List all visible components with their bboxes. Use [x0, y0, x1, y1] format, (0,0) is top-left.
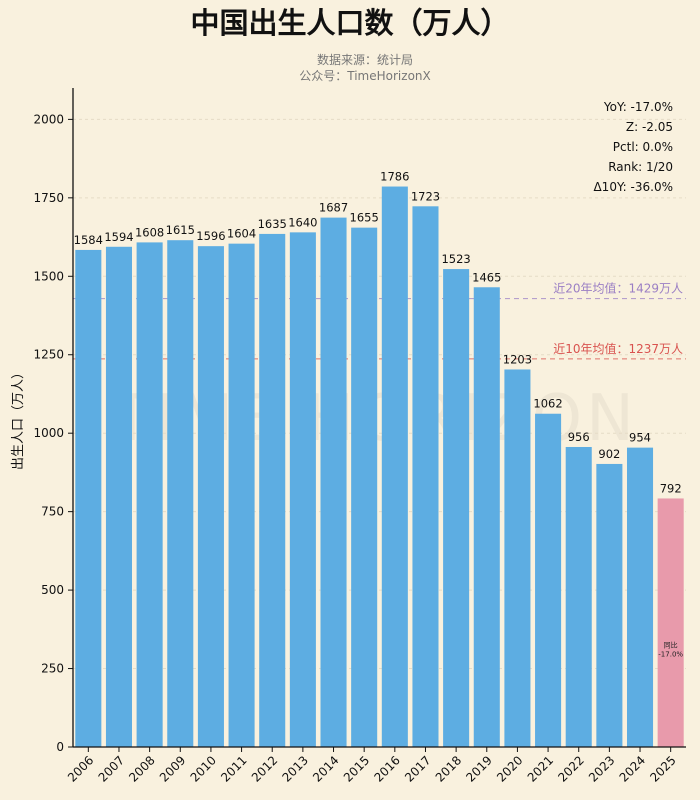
x-tick-label: 2017 [402, 753, 433, 784]
x-tick-label: 2024 [617, 753, 648, 784]
bar-2007 [105, 246, 133, 748]
bar-2015 [351, 227, 378, 747]
y-tick-label: 2000 [33, 112, 64, 126]
bar-2010 [197, 246, 224, 747]
x-tick-label: 2014 [310, 753, 341, 784]
chart-subtitle-1: 数据来源：统计局 [317, 52, 413, 67]
x-tick-label: 2006 [65, 753, 96, 784]
bar-value-label: 954 [629, 431, 651, 445]
x-tick-label: 2023 [586, 753, 617, 784]
bar-value-label: 1465 [472, 270, 501, 284]
bar-value-label: 1604 [227, 227, 256, 241]
y-tick-label: 1000 [33, 426, 64, 440]
reference-line-label: 近10年均值：1237万人 [553, 341, 683, 356]
bar-2008 [136, 242, 163, 747]
x-tick-label: 2019 [463, 753, 494, 784]
bar-2006 [75, 249, 102, 747]
highlight-annotation: -17.0% [658, 651, 683, 659]
chart-title: 中国出生人口数（万人） [190, 6, 509, 40]
x-tick-label: 2022 [555, 753, 586, 784]
x-tick-label: 2016 [371, 753, 402, 784]
bar-value-label: 1596 [196, 229, 225, 243]
y-tick-label: 0 [56, 740, 64, 754]
y-tick-label: 1250 [33, 348, 64, 362]
x-tick-label: 2007 [96, 753, 127, 784]
bar-2023 [596, 463, 623, 747]
bar-value-label: 1594 [104, 230, 133, 244]
bar-2017 [412, 206, 439, 748]
bar-value-label: 1062 [533, 397, 562, 411]
x-tick-label: 2011 [218, 753, 249, 784]
bar-2018 [443, 269, 470, 747]
bar-2020 [504, 369, 531, 747]
stat-Rank: Rank: 1/20 [608, 160, 673, 174]
bar-value-label: 1635 [258, 217, 287, 231]
bar-value-label: 1608 [135, 225, 164, 239]
x-tick-label: 2010 [188, 753, 219, 784]
stat-Z: Z: -2.05 [626, 120, 673, 134]
bar-2016 [381, 186, 408, 747]
bar-2009 [167, 240, 194, 747]
bar-2014 [320, 217, 347, 747]
y-tick-label: 500 [41, 583, 64, 597]
bar-2012 [259, 233, 286, 747]
bar-value-label: 1584 [74, 233, 103, 247]
x-tick-label: 2012 [249, 753, 280, 784]
bar-value-label: 1723 [411, 189, 440, 203]
bar-value-label: 1655 [350, 211, 379, 225]
reference-line-label: 近20年均值：1429万人 [553, 281, 683, 296]
x-tick-label: 2018 [433, 753, 464, 784]
y-tick-label: 750 [41, 505, 64, 519]
x-tick-label: 2015 [341, 753, 372, 784]
x-tick-label: 2021 [525, 753, 556, 784]
bar-2013 [289, 232, 316, 747]
bar-value-label: 1687 [319, 201, 348, 215]
y-axis-label: 出生人口（万人） [11, 366, 26, 470]
y-tick-label: 250 [41, 662, 64, 676]
stat-Pctl: Pctl: 0.0% [613, 140, 673, 154]
bar-value-label: 956 [568, 430, 590, 444]
bar-value-label: 1523 [441, 252, 470, 266]
bar-2021 [535, 413, 562, 747]
highlight-annotation: 同比 [664, 641, 678, 650]
x-tick-label: 2009 [157, 753, 188, 784]
bar-2022 [565, 446, 592, 747]
bar-2025 [657, 498, 684, 747]
bar-value-label: 1640 [288, 215, 317, 229]
bar-value-label: 1786 [380, 170, 409, 184]
chart-subtitle-2: 公众号：TimeHorizonX [299, 69, 430, 83]
x-tick-label: 2013 [279, 753, 310, 784]
stat-Δ10Y: Δ10Y: -36.0% [593, 180, 673, 194]
y-tick-label: 1750 [33, 191, 64, 205]
x-tick-label: 2020 [494, 753, 525, 784]
stat-YoY: YoY: -17.0% [603, 100, 673, 114]
bar-value-label: 1203 [503, 352, 532, 366]
x-tick-label: 2008 [126, 753, 157, 784]
bar-value-label: 1615 [166, 223, 195, 237]
y-tick-label: 1500 [33, 269, 64, 283]
bar-value-label: 902 [598, 447, 620, 461]
bar-value-label: 792 [660, 481, 682, 495]
x-tick-label: 2025 [647, 753, 678, 784]
bar-2011 [228, 243, 255, 747]
bar-2024 [626, 447, 654, 747]
bar-2019 [473, 287, 500, 747]
